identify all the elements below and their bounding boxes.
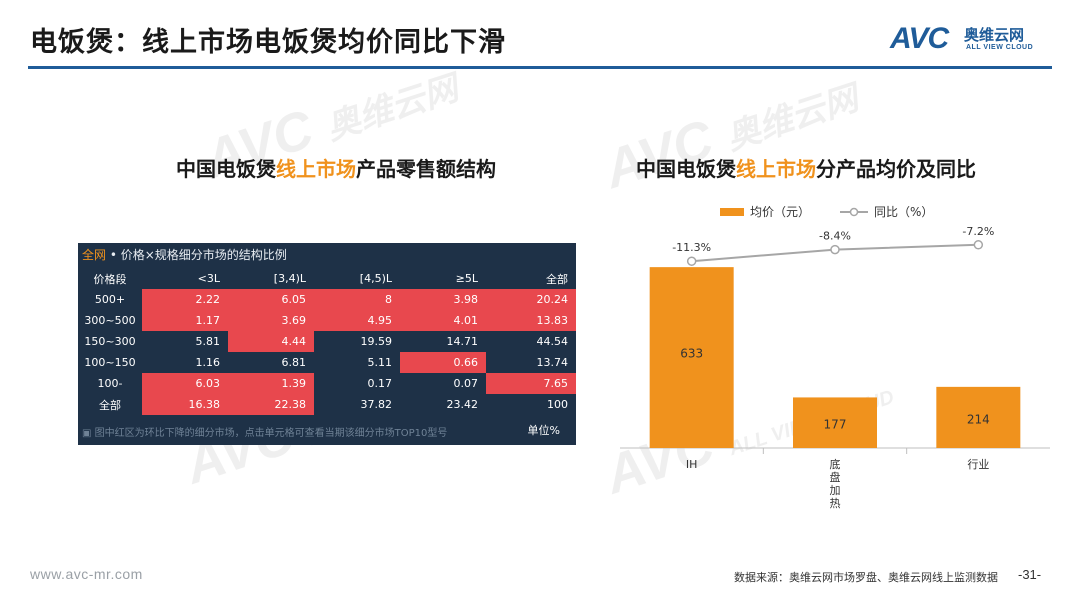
column-header: 全部 (546, 272, 568, 286)
title-divider (28, 66, 1052, 69)
yoy-label: -7.2% (962, 225, 994, 238)
logo-mark: AVC (890, 22, 949, 55)
table-header: 全网 • 价格×规格细分市场的结构比例 (78, 243, 576, 265)
table-row: 全部 16.38 22.38 37.82 23.42 100 (78, 394, 576, 415)
category-label: 加 (830, 484, 841, 497)
table-cell[interactable]: 3.69 (228, 310, 314, 331)
table-row: 100~150 1.16 6.81 5.11 0.66 13.74 (78, 352, 576, 373)
table-row: 100- 6.03 1.39 0.17 0.07 7.65 (78, 373, 576, 394)
column-header: ≥5L (455, 272, 478, 285)
table-cell[interactable]: 100 (547, 398, 568, 411)
table-cell[interactable]: 6.05 (228, 289, 314, 310)
table-cell[interactable]: 3.98 (400, 289, 486, 310)
yoy-point (830, 244, 840, 255)
row-label: 100~150 (84, 356, 136, 369)
row-label: 全部 (99, 398, 121, 412)
yoy-point (973, 240, 984, 250)
legend-label-line: 同比（%） (874, 205, 933, 219)
right-section-title: 中国电饭煲线上市场分产品均价及同比 (636, 157, 976, 181)
table-cell[interactable]: 14.71 (446, 335, 479, 348)
table-title-scope[interactable]: 全网 (82, 248, 107, 262)
table-cell[interactable]: 13.74 (536, 356, 569, 369)
bar (793, 397, 877, 448)
structure-table-panel: 全网 • 价格×规格细分市场的结构比例 价格段 <3L [3,4)L [4,5)L ≥5… (78, 243, 576, 445)
table-row: 300~500 1.17 3.69 4.95 4.01 13.83 (78, 310, 576, 331)
legend-label-bar: 均价（元） (750, 205, 810, 219)
column-header: [3,4)L (273, 272, 306, 285)
page-number: -31- (1018, 567, 1042, 582)
category-label: 盘 (830, 470, 841, 484)
table-cell[interactable]: 20.24 (486, 289, 576, 310)
legend-swatch-bar (720, 208, 744, 216)
table-cell[interactable]: 6.81 (281, 356, 307, 369)
category-label: 热 (830, 497, 841, 510)
row-label: 500+ (94, 293, 126, 306)
table-cell[interactable]: 5.81 (195, 335, 221, 348)
row-label: 150~300 (84, 335, 136, 348)
table-cell[interactable]: 23.42 (446, 398, 479, 411)
bar-value-label: 177 (824, 418, 847, 432)
table-cell[interactable]: 7.65 (486, 373, 576, 394)
table-title: • 价格×规格细分市场的结构比例 (109, 248, 287, 262)
yoy-point (686, 256, 697, 266)
table-cell[interactable]: 16.38 (142, 394, 228, 415)
legend-marker-line (849, 207, 859, 217)
bar (649, 267, 734, 448)
table-cell[interactable]: 13.83 (486, 310, 576, 331)
table-note: ▣ 图中红区为环比下降的细分市场，点击单元格可查看当期该细分市场TOP10型号 (82, 428, 448, 439)
table-cell[interactable]: 6.03 (142, 373, 228, 394)
bar-value-label: 633 (680, 347, 703, 361)
table-cell[interactable]: 37.82 (360, 398, 393, 411)
table-cell[interactable]: 5.11 (367, 356, 393, 369)
bar (936, 386, 1021, 448)
yoy-label: -8.4% (819, 230, 851, 243)
table-row: 150~300 5.81 4.44 19.59 14.71 44.54 (78, 331, 576, 352)
structure-table: 价格段 <3L [3,4)L [4,5)L ≥5L 全部 500+ 2.22 6.05 8 3.9… (78, 268, 576, 415)
note-icon: ▣ (82, 428, 92, 439)
bar-value-label: 214 (967, 412, 990, 426)
table-row: 500+ 2.22 6.05 8 3.98 20.24 (78, 289, 576, 310)
row-label: 300~500 (84, 314, 136, 327)
category-label: IH (686, 458, 698, 471)
table-cell[interactable]: 4.95 (314, 310, 400, 331)
table-cell[interactable]: 22.38 (228, 394, 314, 415)
table-cell[interactable]: 8 (314, 289, 400, 310)
table-header-row: 价格段 <3L [3,4)L [4,5)L ≥5L 全部 (78, 268, 576, 289)
avc-logo: AVC 奥维云网 ALL VIEW CLOUD (890, 22, 1060, 58)
table-unit: 单位% (527, 424, 560, 437)
avg-price-chart: 均价（元） 同比（%） 633 IH 177 底盘加热 214 行业 -11.3% -8.4% -7… (600, 190, 1070, 520)
table-cell[interactable]: 1.17 (142, 310, 228, 331)
table-cell[interactable]: 0.66 (400, 352, 486, 373)
column-header: [4,5)L (359, 272, 392, 285)
table-cell[interactable]: 4.44 (228, 331, 314, 352)
table-cell[interactable]: 4.01 (400, 310, 486, 331)
table-cell[interactable]: 19.59 (360, 335, 393, 348)
footer-url[interactable]: www.avc-mr.com (30, 566, 143, 582)
table-cell[interactable]: 2.22 (142, 289, 228, 310)
category-label: 底 (830, 457, 841, 471)
column-header: 价格段 (93, 272, 127, 286)
logo-name-cn: 奥维云网 (964, 26, 1025, 44)
table-cell[interactable]: 1.39 (228, 373, 314, 394)
logo-name-en: ALL VIEW CLOUD (966, 44, 1034, 51)
table-cell[interactable]: 0.17 (367, 377, 393, 390)
page-title: 电饭煲：线上市场电饭煲均价同比下滑 (30, 27, 506, 58)
left-section-title: 中国电饭煲线上市场产品零售额结构 (176, 157, 496, 181)
category-label: 行业 (967, 458, 989, 471)
yoy-label: -11.3% (672, 241, 711, 254)
column-header: <3L (197, 272, 220, 285)
footer-source: 数据来源：奥维云网市场罗盘、奥维云网线上监测数据 (734, 571, 998, 584)
table-cell[interactable]: 44.54 (536, 335, 569, 348)
table-cell[interactable]: 1.16 (195, 356, 221, 369)
row-label: 100- (97, 377, 123, 390)
table-cell[interactable]: 0.07 (453, 377, 479, 390)
